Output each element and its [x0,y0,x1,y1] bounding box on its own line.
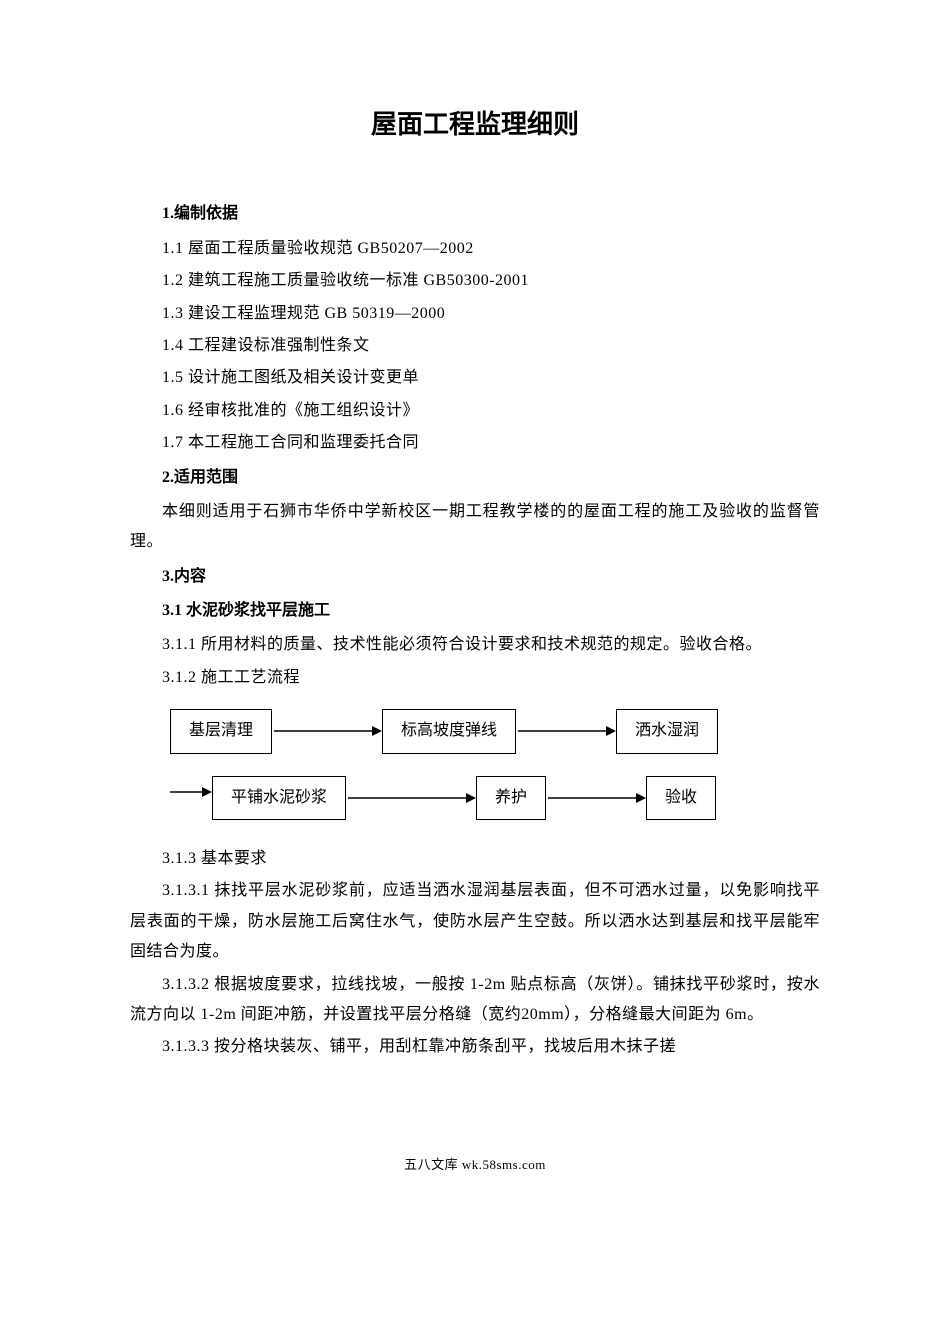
section-1-heading: 1.编制依据 [130,199,820,229]
arrow-icon [170,782,212,813]
flow-box-base-clean: 基层清理 [170,709,272,753]
item-1-4: 1.4 工程建设标准强制性条文 [130,331,820,361]
section-2-heading: 2.适用范围 [130,463,820,493]
para-3-1-1: 3.1.1 所用材料的质量、技术性能必须符合设计要求和技术规范的规定。验收合格。 [130,630,820,660]
item-1-5: 1.5 设计施工图纸及相关设计变更单 [130,363,820,393]
document-title: 屋面工程监理细则 [130,100,820,149]
flow-box-water-spray: 洒水湿润 [616,709,718,753]
para-3-1-3-2: 3.1.3.2 根据坡度要求，拉线找坡，一般按 1-2m 贴点标高（灰饼）。铺抹… [130,970,820,1031]
flow-box-cement-mortar: 平铺水泥砂浆 [212,776,346,820]
section-3-heading: 3.内容 [130,562,820,592]
item-1-2: 1.2 建筑工程施工质量验收统一标准 GB50300-2001 [130,266,820,296]
item-1-7: 1.7 本工程施工合同和监理委托合同 [130,428,820,458]
flow-row-2: 平铺水泥砂浆 养护 验收 [170,776,820,820]
para-3-1-3-3: 3.1.3.3 按分格块装灰、铺平，用刮杠靠冲筋条刮平，找坡后用木抹子搓 [130,1032,820,1062]
flow-box-curing: 养护 [476,776,546,820]
section-2-body: 本细则适用于石狮市华侨中学新校区一期工程教学楼的的屋面工程的施工及验收的监督管理… [130,497,820,558]
process-flowchart: 基层清理 标高坡度弹线 洒水湿润 平铺水泥砂浆 养护 验收 [170,709,820,820]
item-1-1: 1.1 屋面工程质量验收规范 GB50207—2002 [130,234,820,264]
item-1-6: 1.6 经审核批准的《施工组织设计》 [130,396,820,426]
arrow-icon [516,721,616,741]
item-1-3: 1.3 建设工程监理规范 GB 50319—2000 [130,299,820,329]
para-3-1-3-1: 3.1.3.1 抹找平层水泥砂浆前，应适当洒水湿润基层表面，但不可洒水过量，以免… [130,876,820,967]
flow-row-1: 基层清理 标高坡度弹线 洒水湿润 [170,709,820,753]
page-footer: 五八文库 wk.58sms.com [130,1153,820,1178]
flow-box-acceptance: 验收 [646,776,716,820]
arrow-icon [272,721,382,741]
arrow-icon [546,788,646,808]
para-3-1-3: 3.1.3 基本要求 [130,844,820,874]
flow-box-elevation-line: 标高坡度弹线 [382,709,516,753]
arrow-icon [346,788,476,808]
para-3-1-2: 3.1.2 施工工艺流程 [130,663,820,693]
section-3-1-heading: 3.1 水泥砂浆找平层施工 [130,596,820,626]
